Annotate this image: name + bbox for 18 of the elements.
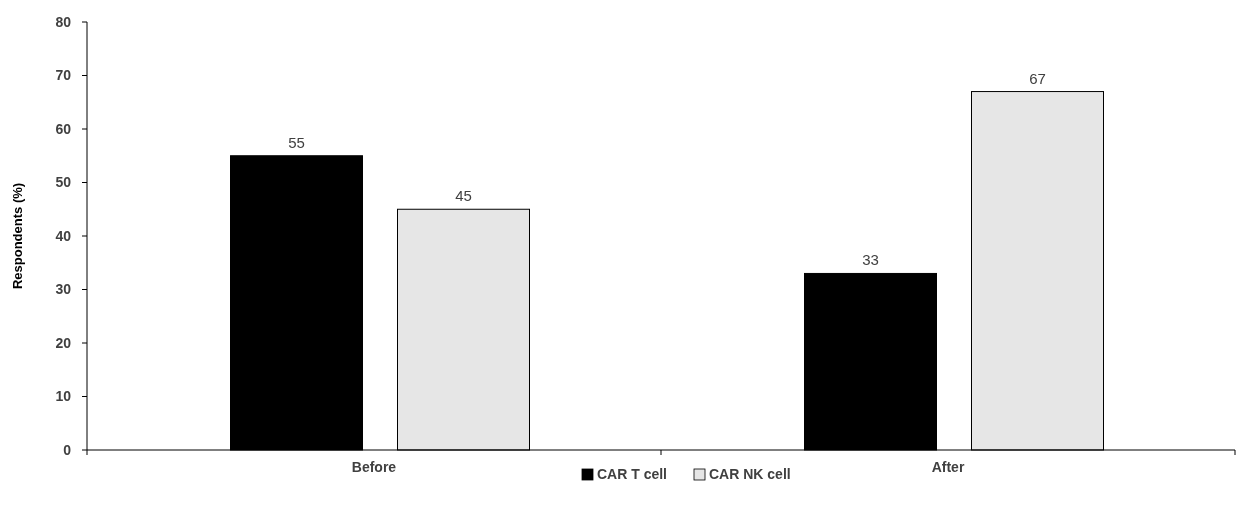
- data-label: 55: [288, 133, 305, 151]
- data-label: 45: [455, 187, 472, 205]
- y-tick-label: 10: [55, 388, 72, 405]
- data-label: 33: [862, 251, 879, 269]
- y-axis-title: Respondents (%): [10, 182, 25, 290]
- legend-label: CAR T cell: [597, 465, 668, 482]
- data-label: 67: [1029, 69, 1046, 87]
- y-tick-label: 20: [55, 334, 72, 351]
- y-tick-label: 0: [63, 441, 72, 458]
- x-tick-label: After: [931, 459, 965, 475]
- legend-label: CAR NK cell: [709, 465, 791, 482]
- y-tick-label: 40: [55, 227, 72, 244]
- y-tick-label: 30: [55, 281, 72, 298]
- y-tick-label: 80: [55, 13, 72, 30]
- y-tick-label: 50: [55, 174, 72, 191]
- y-tick-label: 60: [55, 120, 72, 137]
- y-tick-label: 70: [55, 67, 72, 84]
- x-tick-label: Before: [351, 459, 397, 475]
